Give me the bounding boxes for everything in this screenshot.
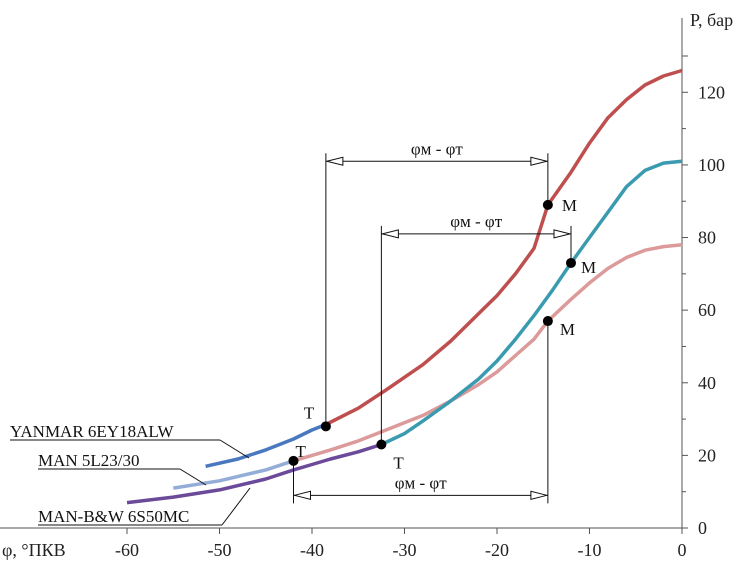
engine-label-leader [219,439,250,459]
y-axis-title: P, бар [690,10,733,30]
interval-label: φм - φт [450,212,503,231]
engine-label: YANMAR 6EY18ALW [10,422,174,441]
series-line-start [205,422,327,469]
y-tick-label: 20 [698,445,716,465]
interval-arrow-left [326,156,344,166]
series-line-end [325,68,683,427]
series-line-end [293,243,683,463]
x-tick-label: -60 [115,540,139,560]
y-tick-label: 80 [698,228,716,248]
marked-point-label: T [393,453,404,472]
marked-point-label: M [560,320,575,339]
interval-label: φм - φт [395,473,448,492]
y-tick-label: 0 [698,518,707,538]
interval-arrow-right [553,229,571,239]
y-tick-label: 120 [698,82,725,102]
axis-ticks: -60 -50 -40 -30 -20 -10 00 20 40 60 80 100 120 [0,18,725,560]
series-line-start [173,459,295,490]
marked-point-label: M [581,258,596,277]
x-tick-label: -10 [578,540,602,560]
interval-arrow-left [294,490,311,500]
marked-point [542,316,553,327]
engine-label: MAN 5L23/30 [38,451,140,470]
pressure-curves [126,68,683,505]
marked-point-label: M [562,196,577,215]
marked-point [376,439,387,450]
y-tick-label: 60 [698,300,716,320]
engine-label: MAN-B&W 6S50MC [38,507,189,526]
engine-labels: YANMAR 6EY18ALW MAN 5L23/30 MAN-B&W 6S50MC [10,422,251,526]
engine-label-leader [179,468,207,486]
x-axis-title: φ, °ПКВ [2,540,66,560]
interval-arrow-right [530,156,547,166]
y-tick-label: 40 [698,373,716,393]
marked-point [566,257,576,268]
marked-point-label: T [296,442,307,461]
x-tick-label: -50 [208,540,232,560]
x-tick-label: -20 [485,540,509,560]
marked-points: T M T M T M [288,196,596,472]
interval-arrow-left [382,229,399,239]
interval-annotations: φм - φт φм - φт φм - φт [293,139,572,504]
marked-point [320,421,331,432]
interval-label: φм - φт [411,139,464,158]
series-line-end [380,159,683,447]
x-tick-label: -30 [393,540,417,560]
marked-point-label: T [304,403,315,422]
y-tick-label: 100 [698,155,725,175]
engine-label-leader [221,487,251,526]
x-tick-label: -40 [300,540,324,560]
interval-arrow-right [530,490,547,500]
marked-point [542,199,553,210]
marked-point [288,455,299,466]
x-tick-label: 0 [678,540,687,560]
